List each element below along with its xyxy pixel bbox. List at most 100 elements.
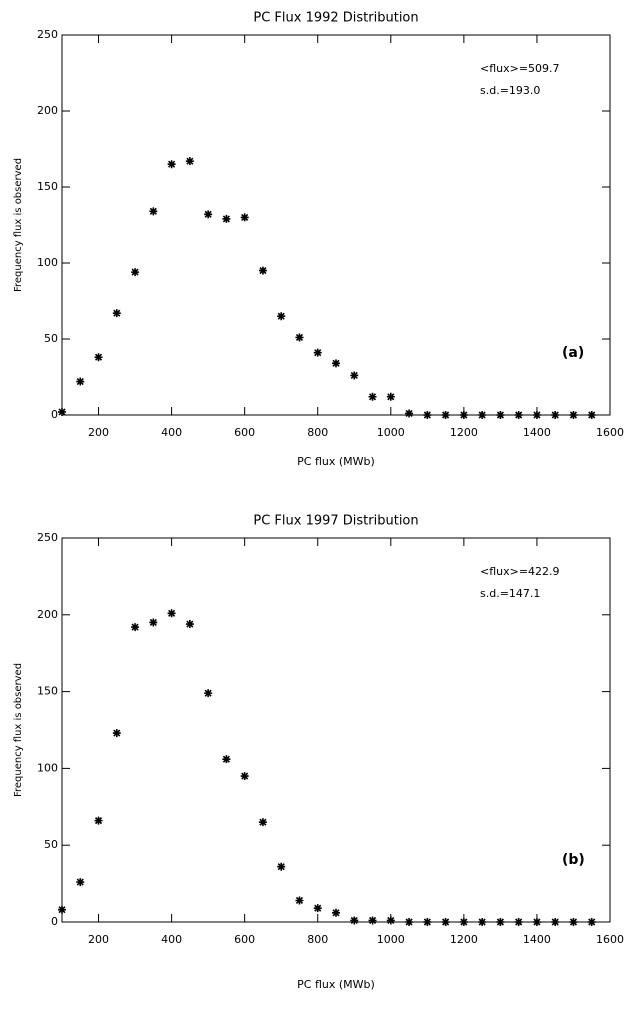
point — [368, 916, 377, 925]
point — [112, 309, 121, 318]
point — [131, 268, 140, 277]
x-tick-label: 1400 — [523, 933, 551, 946]
point — [295, 896, 304, 905]
point — [405, 918, 414, 926]
plot-frame — [61, 537, 611, 923]
x-tick-label: 1000 — [377, 933, 405, 946]
point — [423, 918, 432, 926]
point — [58, 905, 66, 914]
point — [569, 411, 578, 419]
point — [532, 411, 541, 419]
y-tick-label: 50 — [44, 332, 58, 345]
point — [258, 266, 267, 275]
point — [58, 407, 66, 416]
point — [240, 772, 249, 781]
x-tick-label: 800 — [307, 426, 328, 439]
x-tick-label: 200 — [88, 933, 109, 946]
point — [496, 411, 505, 419]
point — [368, 392, 377, 401]
point — [277, 862, 286, 871]
x-tick-label: 1200 — [450, 426, 478, 439]
annotation: s.d.=147.1 — [480, 587, 540, 600]
y-tick-label: 0 — [51, 408, 58, 421]
point — [350, 916, 359, 925]
chart-title: PC Flux 1992 Distribution — [253, 11, 418, 26]
point — [222, 214, 231, 223]
point — [204, 689, 213, 698]
point — [423, 411, 432, 419]
y-tick-label: 250 — [37, 531, 58, 544]
point — [514, 411, 523, 419]
y-tick-label: 200 — [37, 104, 58, 117]
point — [94, 816, 103, 825]
point — [478, 411, 487, 419]
annotation: <flux>=422.9 — [480, 565, 560, 578]
point — [551, 918, 560, 926]
point — [222, 755, 231, 764]
point — [405, 409, 414, 418]
y-tick-label: 150 — [37, 685, 58, 698]
y-tick-label: 150 — [37, 180, 58, 193]
point — [94, 353, 103, 362]
y-tick-label: 100 — [37, 761, 58, 774]
x-tick-label: 1000 — [377, 426, 405, 439]
y-tick-label: 100 — [37, 256, 58, 269]
y-tick-label: 0 — [51, 915, 58, 928]
point — [332, 908, 340, 917]
point — [295, 333, 304, 342]
point — [587, 918, 596, 926]
point — [532, 918, 541, 926]
x-tick-label: 400 — [161, 933, 182, 946]
point — [441, 918, 450, 926]
point — [167, 160, 176, 169]
x-tick-label: 800 — [307, 933, 328, 946]
plot-frame — [61, 34, 611, 416]
point — [496, 918, 505, 926]
x-tick-label: 1200 — [450, 933, 478, 946]
x-tick-label: 1600 — [596, 933, 624, 946]
point — [313, 348, 322, 357]
point — [240, 213, 249, 222]
point — [350, 371, 359, 380]
point — [185, 620, 194, 629]
point — [441, 411, 450, 419]
point — [587, 411, 596, 419]
annotation: <flux>=509.7 — [480, 62, 560, 75]
y-tick-label: 200 — [37, 608, 58, 621]
point — [386, 916, 395, 925]
point — [76, 878, 85, 887]
point — [459, 918, 468, 926]
point — [258, 818, 267, 827]
point — [204, 210, 213, 219]
x-tick-label: 200 — [88, 426, 109, 439]
y-axis-label: Frequency flux is observed — [13, 663, 24, 797]
y-tick-label: 250 — [37, 28, 58, 41]
point — [167, 609, 176, 618]
x-tick-label: 600 — [234, 426, 255, 439]
y-tick-label: 50 — [44, 838, 58, 851]
point — [112, 729, 121, 738]
y-axis-label: Frequency flux is observed — [13, 158, 24, 292]
point — [185, 157, 194, 166]
point — [149, 207, 158, 216]
point — [459, 411, 468, 419]
point — [332, 359, 340, 368]
point — [131, 623, 140, 632]
point — [551, 411, 560, 419]
annotation: (a) — [562, 345, 584, 361]
point — [478, 918, 487, 926]
x-tick-label: 1400 — [523, 426, 551, 439]
point — [313, 904, 322, 913]
point — [149, 618, 158, 627]
x-axis-label: PC flux (MWb) — [297, 455, 375, 468]
point — [569, 918, 578, 926]
annotation: (b) — [562, 852, 585, 868]
point — [514, 918, 523, 926]
point — [277, 312, 286, 321]
point — [386, 392, 395, 401]
x-tick-label: 600 — [234, 933, 255, 946]
x-tick-label: 400 — [161, 426, 182, 439]
x-tick-label: 1600 — [596, 426, 624, 439]
x-axis-label: PC flux (MWb) — [297, 978, 375, 991]
